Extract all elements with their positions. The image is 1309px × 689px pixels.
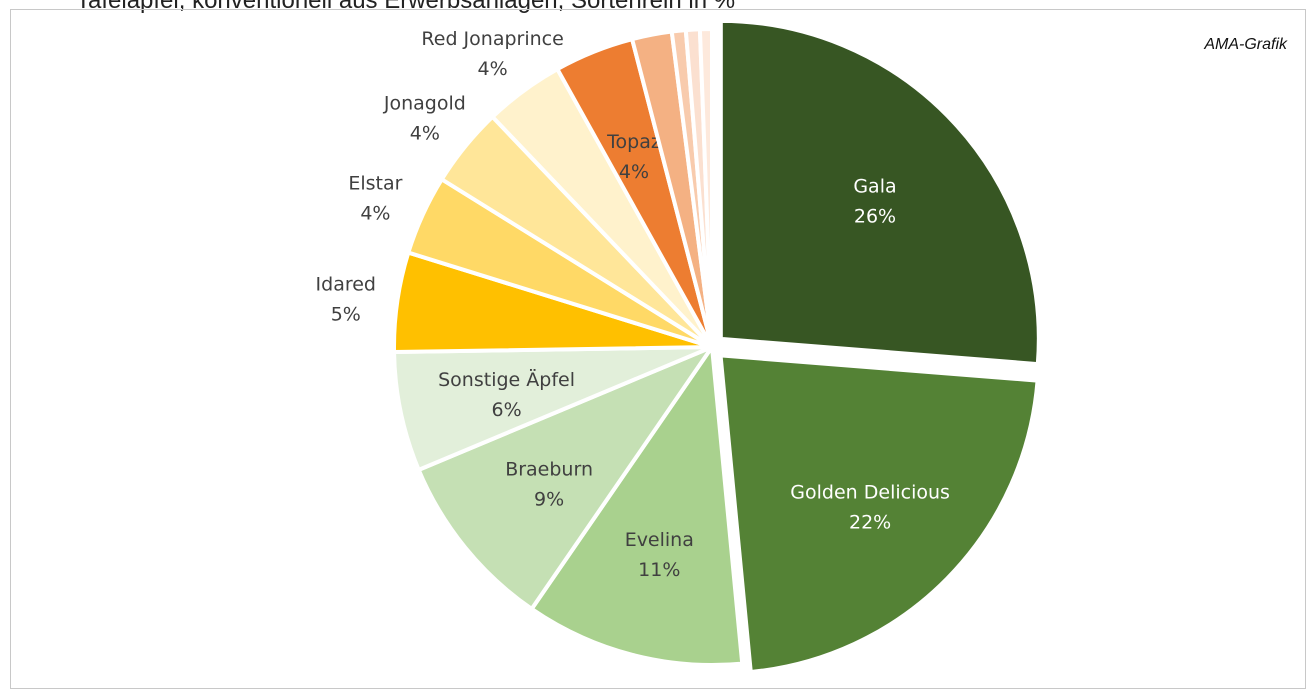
slice-label-evelina: Evelina 11% (625, 529, 694, 581)
slice-label-idared: Idared 5% (316, 273, 376, 325)
slice-label-red-jonaprince: Red Jonaprince 4% (421, 28, 563, 80)
pie-slice-braeburn (416, 345, 714, 611)
pie-slice-sonstige-aepfel (392, 345, 714, 472)
slice-label-golden-delicious: Golden Delicious 22% (790, 482, 950, 534)
slice-label-elstar: Elstar 4% (348, 172, 402, 224)
chart-title: Tafeläpfel, konventionell aus Erwerbsanl… (76, 0, 736, 14)
slice-label-jonagold: Jonagold 4% (383, 93, 466, 145)
pie-slice-golden-delicious (718, 353, 1040, 674)
pie-slice-evelina (529, 345, 745, 667)
slice-label-sonstige-aepfel: Sonstige Äpfel 6% (438, 368, 575, 421)
slice-label-topaz: Topaz 4% (606, 131, 661, 183)
slice-label-braeburn: Braeburn 9% (505, 458, 593, 510)
slice-label-gala: Gala 26% (853, 175, 896, 227)
pie-slice-unlabeled-13 (697, 27, 714, 349)
chart-credit: AMA-Grafik (1204, 36, 1287, 53)
pie-slice-gala (718, 18, 1041, 367)
